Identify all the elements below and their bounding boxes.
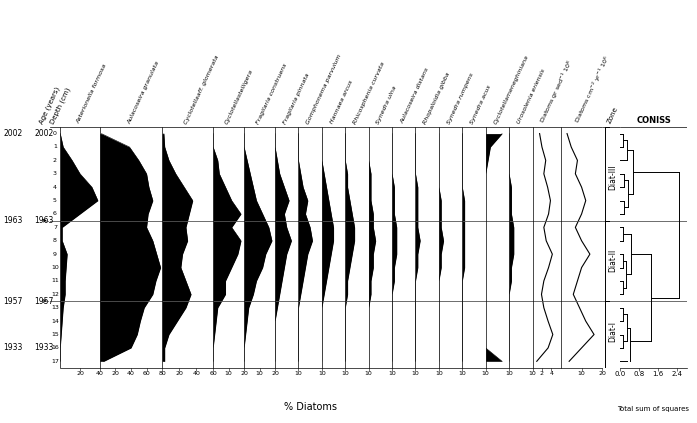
Text: Rhicosphenia curvata: Rhicosphenia curvata bbox=[353, 61, 385, 125]
Text: Rhopaloidia gibba: Rhopaloidia gibba bbox=[422, 71, 451, 125]
Text: 1963: 1963 bbox=[34, 216, 54, 225]
Text: 1957: 1957 bbox=[3, 297, 23, 305]
Text: Synedra acus: Synedra acus bbox=[470, 84, 492, 125]
Text: 10: 10 bbox=[51, 265, 59, 270]
Text: Fragilaria construens: Fragilaria construens bbox=[255, 63, 288, 125]
Text: 0: 0 bbox=[53, 131, 57, 136]
Text: Gomphonema parvulum: Gomphonema parvulum bbox=[305, 53, 343, 125]
Text: 2002: 2002 bbox=[3, 129, 23, 138]
Text: CONISS: CONISS bbox=[636, 116, 671, 125]
Text: Age (years): Age (years) bbox=[38, 85, 61, 125]
Text: Synedra rumpens: Synedra rumpens bbox=[446, 72, 474, 125]
Text: 11: 11 bbox=[51, 278, 59, 283]
Text: 13: 13 bbox=[51, 305, 59, 310]
Text: Diat-II: Diat-II bbox=[608, 249, 618, 272]
Text: 8: 8 bbox=[53, 238, 57, 243]
Text: 1: 1 bbox=[53, 145, 57, 149]
Text: 14: 14 bbox=[51, 319, 59, 324]
Text: Synedra ulna: Synedra ulna bbox=[376, 85, 398, 125]
Text: 3: 3 bbox=[53, 171, 57, 176]
Text: 2: 2 bbox=[53, 158, 57, 163]
Text: 1933: 1933 bbox=[34, 343, 54, 352]
Text: 16: 16 bbox=[51, 346, 59, 350]
Text: 17: 17 bbox=[51, 359, 59, 364]
Text: 1963: 1963 bbox=[3, 216, 23, 225]
Text: 12: 12 bbox=[51, 292, 59, 297]
Text: 6: 6 bbox=[53, 212, 57, 217]
Text: Diatoms cm$^{-2}$ yr$^{-1}$ 10$^6$: Diatoms cm$^{-2}$ yr$^{-1}$ 10$^6$ bbox=[572, 54, 613, 125]
Text: 7: 7 bbox=[53, 225, 57, 230]
Text: Fragilaria pinnata: Fragilaria pinnata bbox=[282, 72, 310, 125]
Text: Asterionella formosa: Asterionella formosa bbox=[75, 63, 107, 125]
Text: 1933: 1933 bbox=[3, 343, 23, 352]
Text: Zone: Zone bbox=[606, 106, 619, 125]
Text: 5: 5 bbox=[53, 198, 57, 203]
Text: 2002: 2002 bbox=[34, 129, 54, 138]
Text: Total sum of squares: Total sum of squares bbox=[618, 407, 689, 412]
Text: 1957: 1957 bbox=[34, 297, 54, 305]
Text: Depth (cm): Depth (cm) bbox=[49, 86, 72, 125]
Text: Aulacoseira granulata: Aulacoseira granulata bbox=[126, 60, 160, 125]
Text: % Diatoms: % Diatoms bbox=[284, 402, 337, 412]
Text: Aulacoseira distans: Aulacoseira distans bbox=[399, 67, 429, 125]
Text: Diat-III: Diat-III bbox=[608, 165, 618, 190]
Text: Cyclotellastelligera: Cyclotellastelligera bbox=[224, 68, 254, 125]
Text: Cyclotellameneghiniana: Cyclotellameneghiniana bbox=[493, 54, 530, 125]
Text: Diat-I: Diat-I bbox=[608, 321, 618, 342]
Text: 4: 4 bbox=[53, 185, 57, 190]
Text: 9: 9 bbox=[53, 252, 57, 257]
Text: Cyclotellaaff. glomerata: Cyclotellaaff. glomerata bbox=[183, 54, 220, 125]
Text: 15: 15 bbox=[51, 332, 59, 337]
Text: Hannaea arcus: Hannaea arcus bbox=[329, 80, 353, 125]
Text: Diatoms gr sed$^{-1}$ 10$^8$: Diatoms gr sed$^{-1}$ 10$^8$ bbox=[537, 58, 576, 125]
Text: Urosolenia eriensis: Urosolenia eriensis bbox=[516, 69, 546, 125]
